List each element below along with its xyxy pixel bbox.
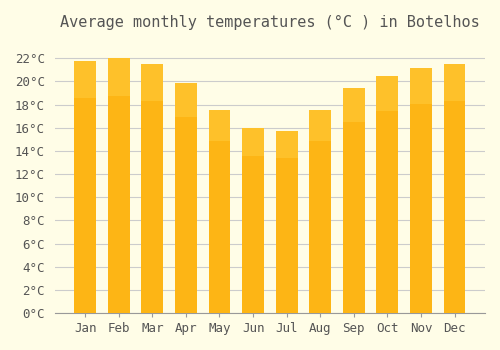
Bar — [142, 64, 164, 313]
Bar — [74, 61, 96, 98]
Bar — [108, 58, 130, 97]
Bar — [310, 110, 331, 141]
Bar — [276, 131, 297, 313]
Bar — [410, 68, 432, 313]
Bar — [142, 64, 164, 102]
Bar — [175, 83, 197, 313]
Bar — [310, 110, 331, 313]
Bar — [242, 128, 264, 313]
Bar — [410, 68, 432, 104]
Bar — [175, 83, 197, 117]
Bar — [242, 128, 264, 155]
Bar — [108, 58, 130, 313]
Bar — [74, 61, 96, 313]
Bar — [208, 110, 231, 141]
Bar — [444, 64, 466, 102]
Bar — [276, 131, 297, 159]
Title: Average monthly temperatures (°C ) in Botelhos: Average monthly temperatures (°C ) in Bo… — [60, 15, 480, 30]
Bar — [343, 88, 364, 122]
Bar — [376, 76, 398, 111]
Bar — [343, 88, 364, 313]
Bar — [208, 110, 231, 313]
Bar — [444, 64, 466, 313]
Bar — [376, 76, 398, 313]
